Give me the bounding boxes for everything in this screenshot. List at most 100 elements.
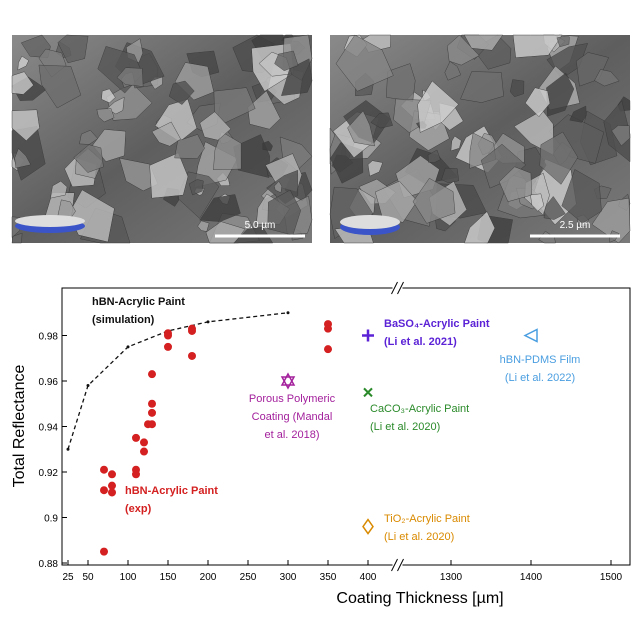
data-point xyxy=(108,481,116,490)
series-annotation: et al. 2018) xyxy=(264,429,319,441)
axis-break-mark xyxy=(397,558,404,572)
series-annotation: (Li et al. 2020) xyxy=(384,531,454,543)
data-point xyxy=(100,547,108,556)
x-tick-label: 100 xyxy=(120,572,137,583)
axis-break-mark xyxy=(397,281,404,295)
sem-flake xyxy=(530,193,545,212)
data-point xyxy=(132,470,140,479)
disc-icon xyxy=(15,215,85,227)
sem-flake xyxy=(188,179,204,196)
data-point xyxy=(148,399,156,408)
sem-flake xyxy=(38,64,82,109)
data-point xyxy=(148,370,156,379)
sem-images xyxy=(11,34,631,244)
x-tick-label: 1300 xyxy=(440,572,463,583)
data-point xyxy=(362,329,374,342)
sem-flake xyxy=(57,34,89,64)
sem-flake xyxy=(539,131,579,185)
data-point xyxy=(188,326,196,335)
data-point xyxy=(280,372,296,390)
sem-flake xyxy=(197,220,210,232)
sem-flake xyxy=(441,167,460,184)
sem-flake xyxy=(11,71,34,95)
sem-flake xyxy=(17,55,30,71)
axis-break-gap xyxy=(392,284,403,292)
x-tick-label: 150 xyxy=(160,572,177,583)
sem-flake xyxy=(386,63,416,102)
sem-flake xyxy=(509,79,525,98)
series-annotation: (Li et al. 2021) xyxy=(384,336,457,348)
line-vertex xyxy=(206,320,210,324)
sem-flake xyxy=(546,72,575,117)
x-tick-label: 300 xyxy=(280,572,297,583)
plot: 0.88 0.9 0.92 0.94 0.96 0.98 25 50 100 150 200 250 3… xyxy=(39,281,631,583)
sem-flake xyxy=(335,34,394,92)
sem-flake xyxy=(450,135,462,152)
sem-flake xyxy=(591,197,631,244)
axis-break-mark xyxy=(391,558,398,572)
sem-flake xyxy=(464,211,496,244)
series-annotation: (Li et al. 2020) xyxy=(370,421,440,433)
sem-flake xyxy=(611,125,631,147)
series-annotation: BaSO₄-Acrylic Paint xyxy=(384,318,490,330)
sem-flake xyxy=(11,109,40,142)
sem-flake xyxy=(412,177,456,224)
sem-flake xyxy=(594,69,620,87)
scale-bar-label: 5.0 µm xyxy=(245,220,276,231)
data-point xyxy=(363,387,373,398)
data-point xyxy=(523,328,538,343)
x-tick-label: 50 xyxy=(82,572,94,583)
y-tick-label: 0.94 xyxy=(39,423,59,434)
data-point xyxy=(100,465,108,474)
y-tick-label: 0.9 xyxy=(44,514,58,525)
data-point xyxy=(108,470,116,479)
sem-flake xyxy=(50,180,68,199)
x-tick-label: 400 xyxy=(360,572,377,583)
y-tick-label: 0.92 xyxy=(39,468,59,479)
data-point xyxy=(132,433,140,442)
sem-overlays: 5.0 µm 2.5 µm xyxy=(15,215,620,238)
axis-break-gap xyxy=(392,561,403,569)
line-vertex xyxy=(66,447,70,451)
x-tick-label: 200 xyxy=(200,572,217,583)
series-annotation: CaCO₃-Acrylic Paint xyxy=(370,403,469,415)
data-point xyxy=(164,342,172,351)
y-tick-label: 0.96 xyxy=(39,377,59,388)
data-point xyxy=(108,488,116,497)
sem-flake xyxy=(569,105,587,123)
data-point xyxy=(148,420,156,429)
sem-flake xyxy=(213,87,256,123)
sem-flake xyxy=(417,80,459,133)
sem-flake xyxy=(274,50,299,71)
x-tick-label: 350 xyxy=(320,572,337,583)
y-axis-label: Total Reflectance xyxy=(11,365,28,488)
data-point xyxy=(140,447,148,456)
y-tick-label: 0.88 xyxy=(39,559,59,570)
sem-flake xyxy=(116,67,144,87)
sem-flake xyxy=(273,180,283,194)
axis-break-mark xyxy=(391,281,398,295)
series-annotation: (Li et al. 2022) xyxy=(505,372,575,384)
y-tick-label: 0.98 xyxy=(39,332,59,343)
x-tick-label: 1400 xyxy=(520,572,543,583)
x-tick-label: 250 xyxy=(240,572,257,583)
sem-flake xyxy=(561,169,602,224)
sem-flake xyxy=(233,134,270,178)
line-vertex xyxy=(286,311,290,315)
x-tick-label: 25 xyxy=(62,572,74,583)
sem-flake xyxy=(370,112,394,129)
sem-flake xyxy=(556,36,570,48)
sem-flake xyxy=(512,34,563,58)
data-point xyxy=(324,345,332,354)
sem-flake xyxy=(444,61,462,81)
sem-flake xyxy=(262,140,273,152)
line-vertex xyxy=(86,384,90,388)
sem-flake xyxy=(460,71,504,103)
sem-flake xyxy=(205,221,246,244)
data-point xyxy=(140,438,148,447)
sem-flake xyxy=(199,111,232,141)
sem-flake xyxy=(101,88,116,104)
simulation-line xyxy=(67,312,289,450)
sem-flake xyxy=(199,194,241,222)
